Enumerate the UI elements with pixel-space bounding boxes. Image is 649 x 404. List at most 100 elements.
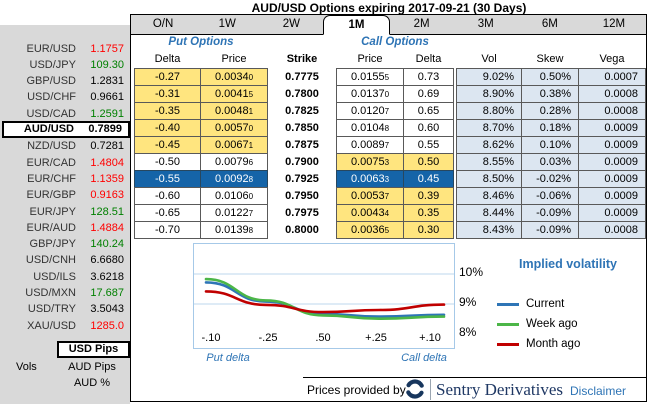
put-price-cell: 0.00340 [200, 68, 268, 86]
put-price-cell: 0.00481 [200, 102, 268, 120]
pair-row-xau-usd[interactable]: XAU/USD 1285.0 [0, 317, 130, 334]
put-price-cell: 0.01227 [200, 204, 268, 222]
price-main: 0.0079 [214, 156, 249, 168]
vol-mode-aud-pips[interactable]: AUD Pips [68, 361, 116, 373]
col-header-delta-0: Delta [154, 53, 181, 65]
price-subdigit: 8 [248, 175, 254, 184]
col-header-vol-5: Vol [481, 53, 497, 65]
skew-cell: 0.10% [521, 136, 579, 154]
skew-cell: 0.50% [521, 68, 579, 86]
pair-row-gbp-jpy[interactable]: GBP/JPY 140.24 [0, 236, 130, 253]
skew-cell: 0.18% [521, 119, 579, 137]
pair-row-usd-cad[interactable]: USD/CAD 1.2591 [0, 105, 130, 122]
col-header-vega-7: Vega [599, 53, 625, 65]
pair-label: GBP/USD [26, 75, 76, 88]
pair-label: XAU/USD [27, 319, 76, 332]
legend-title: Implied volatility [519, 257, 617, 271]
put-delta-cell: -0.27 [134, 68, 201, 86]
put-price-cell: 0.00928 [200, 170, 268, 188]
price-main: 0.0041 [214, 88, 249, 100]
pair-row-eur-cad[interactable]: EUR/CAD 1.4804 [0, 154, 130, 171]
option-row[interactable]: -0.45 0.00671 0.7875 0.00897 0.55 8.62% 0.10% 0… [0, 136, 649, 154]
tab-1w[interactable]: 1W [218, 18, 236, 30]
option-row[interactable]: -0.27 0.00340 0.7775 0.01555 0.73 9.02% 0.50% 0… [0, 68, 649, 86]
strike-cell: 0.8000 [285, 224, 319, 236]
tab-1m[interactable]: 1M [323, 15, 390, 35]
pair-row-gbp-usd[interactable]: GBP/USD 1.2831 [0, 73, 130, 90]
pair-row-usd-jpy[interactable]: USD/JPY 109.30 [0, 56, 130, 73]
vols-label: Vols [16, 361, 37, 373]
implied-volatility-chart: -.10 -.25 .50 +.25 +.10 [193, 243, 455, 349]
vega-cell: 0.0009 [578, 153, 646, 171]
pair-label: EUR/JPY [29, 205, 76, 218]
tab-o-n[interactable]: O/N [152, 18, 174, 30]
vol-cell: 8.70% [456, 119, 522, 137]
tab-3m[interactable]: 3M [477, 18, 494, 30]
price-main: 0.0048 [214, 105, 249, 117]
tab-2w[interactable]: 2W [282, 18, 300, 30]
price-main: 0.0122 [214, 207, 249, 219]
option-row[interactable]: -0.55 0.00928 0.7925 0.00633 0.45 8.50% -0.02%… [0, 170, 649, 188]
pair-row-aud-usd[interactable]: AUD/USD 0.7899 [2, 120, 130, 138]
pair-row-usd-try[interactable]: USD/TRY 3.5043 [0, 301, 130, 318]
pair-row-usd-cnh[interactable]: USD/CNH 6.6680 [0, 252, 130, 269]
strike-cell: 0.7800 [285, 88, 319, 100]
col-header-price-3: Price [357, 53, 383, 65]
price-main: 0.0106 [214, 190, 249, 202]
call-price-cell: 0.01370 [336, 85, 404, 103]
svg-text:+.10: +.10 [419, 332, 441, 344]
put-delta-cell: -0.45 [134, 136, 201, 154]
vol-cell: 8.46% [456, 187, 522, 205]
option-row[interactable]: -0.31 0.00415 0.7800 0.01370 0.69 8.90% 0.38% 0… [0, 85, 649, 103]
pair-label: USD/CHF [27, 91, 76, 104]
price-main: 0.0034 [214, 71, 249, 83]
price-main: 0.0155 [350, 71, 385, 83]
vol-cell: 9.02% [456, 68, 522, 86]
pair-row-eur-jpy[interactable]: EUR/JPY 128.51 [0, 203, 130, 220]
strike-cell: 0.7850 [285, 122, 319, 134]
pair-row-eur-gbp[interactable]: EUR/GBP 0.9163 [0, 187, 130, 204]
vol-cell: 8.90% [456, 85, 522, 103]
pair-row-eur-aud[interactable]: EUR/AUD 1.4884 [0, 219, 130, 236]
price-subdigit: 7 [384, 141, 390, 150]
tab-12m[interactable]: 12M [602, 18, 626, 30]
option-row[interactable]: -0.35 0.00481 0.7825 0.01207 0.65 8.80% 0.28% 0… [0, 102, 649, 120]
pair-row-usd-ils[interactable]: USD/ILS 3.6218 [0, 268, 130, 285]
call-delta-cell: 0.45 [403, 170, 454, 188]
svg-text:.50: .50 [315, 332, 330, 344]
pair-row-usd-chf[interactable]: USD/CHF 0.9661 [0, 89, 130, 106]
pair-label: USD/CAD [26, 107, 76, 120]
option-row[interactable]: -0.60 0.01060 0.7950 0.00537 0.39 8.46% -0.06%… [0, 187, 649, 205]
price-main: 0.0120 [350, 105, 385, 117]
legend-item-current: Current [497, 296, 564, 312]
call-delta-cell: 0.55 [403, 136, 454, 154]
tab-6m[interactable]: 6M [541, 18, 558, 30]
pair-label: EUR/GBP [26, 189, 76, 202]
option-row[interactable]: -0.40 0.00570 0.7850 0.01048 0.60 8.70% 0.18% 0… [0, 119, 649, 137]
vol-mode-usd-pips[interactable]: USD Pips [57, 341, 130, 358]
option-row[interactable]: -0.50 0.00796 0.7900 0.00753 0.50 8.55% 0.03% 0… [0, 153, 649, 171]
price-main: 0.0063 [350, 173, 385, 185]
put-delta-cell: -0.70 [134, 221, 201, 239]
y-tick-8: 8% [459, 325, 477, 339]
pair-value: 0.9661 [90, 91, 124, 104]
vol-mode-aud-pct[interactable]: AUD % [73, 377, 111, 389]
pair-row-eur-usd[interactable]: EUR/USD 1.1757 [0, 40, 130, 57]
price-subdigit: 3 [384, 175, 390, 184]
pair-row-eur-chf[interactable]: EUR/CHF 1.1359 [0, 170, 130, 187]
call-delta-cell: 0.39 [403, 187, 454, 205]
put-delta-cell: -0.55 [134, 170, 201, 188]
price-main: 0.0089 [350, 139, 385, 151]
option-row[interactable]: -0.65 0.01227 0.7975 0.00434 0.35 8.44% -0.09%… [0, 204, 649, 222]
pair-row-nzd-usd[interactable]: NZD/USD 0.7281 [0, 138, 130, 155]
disclaimer-link[interactable]: Disclaimer [570, 384, 627, 398]
price-main: 0.0104 [350, 122, 385, 134]
vega-cell: 0.0008 [578, 85, 646, 103]
vega-cell: 0.0009 [578, 170, 646, 188]
price-main: 0.0053 [350, 190, 385, 202]
pair-label: USD/JPY [29, 58, 76, 71]
tab-2m[interactable]: 2M [413, 18, 430, 30]
option-row[interactable]: -0.70 0.01398 0.8000 0.00365 0.30 8.43% -0.09%… [0, 221, 649, 239]
pair-row-usd-mxn[interactable]: USD/MXN 17.687 [0, 285, 130, 302]
